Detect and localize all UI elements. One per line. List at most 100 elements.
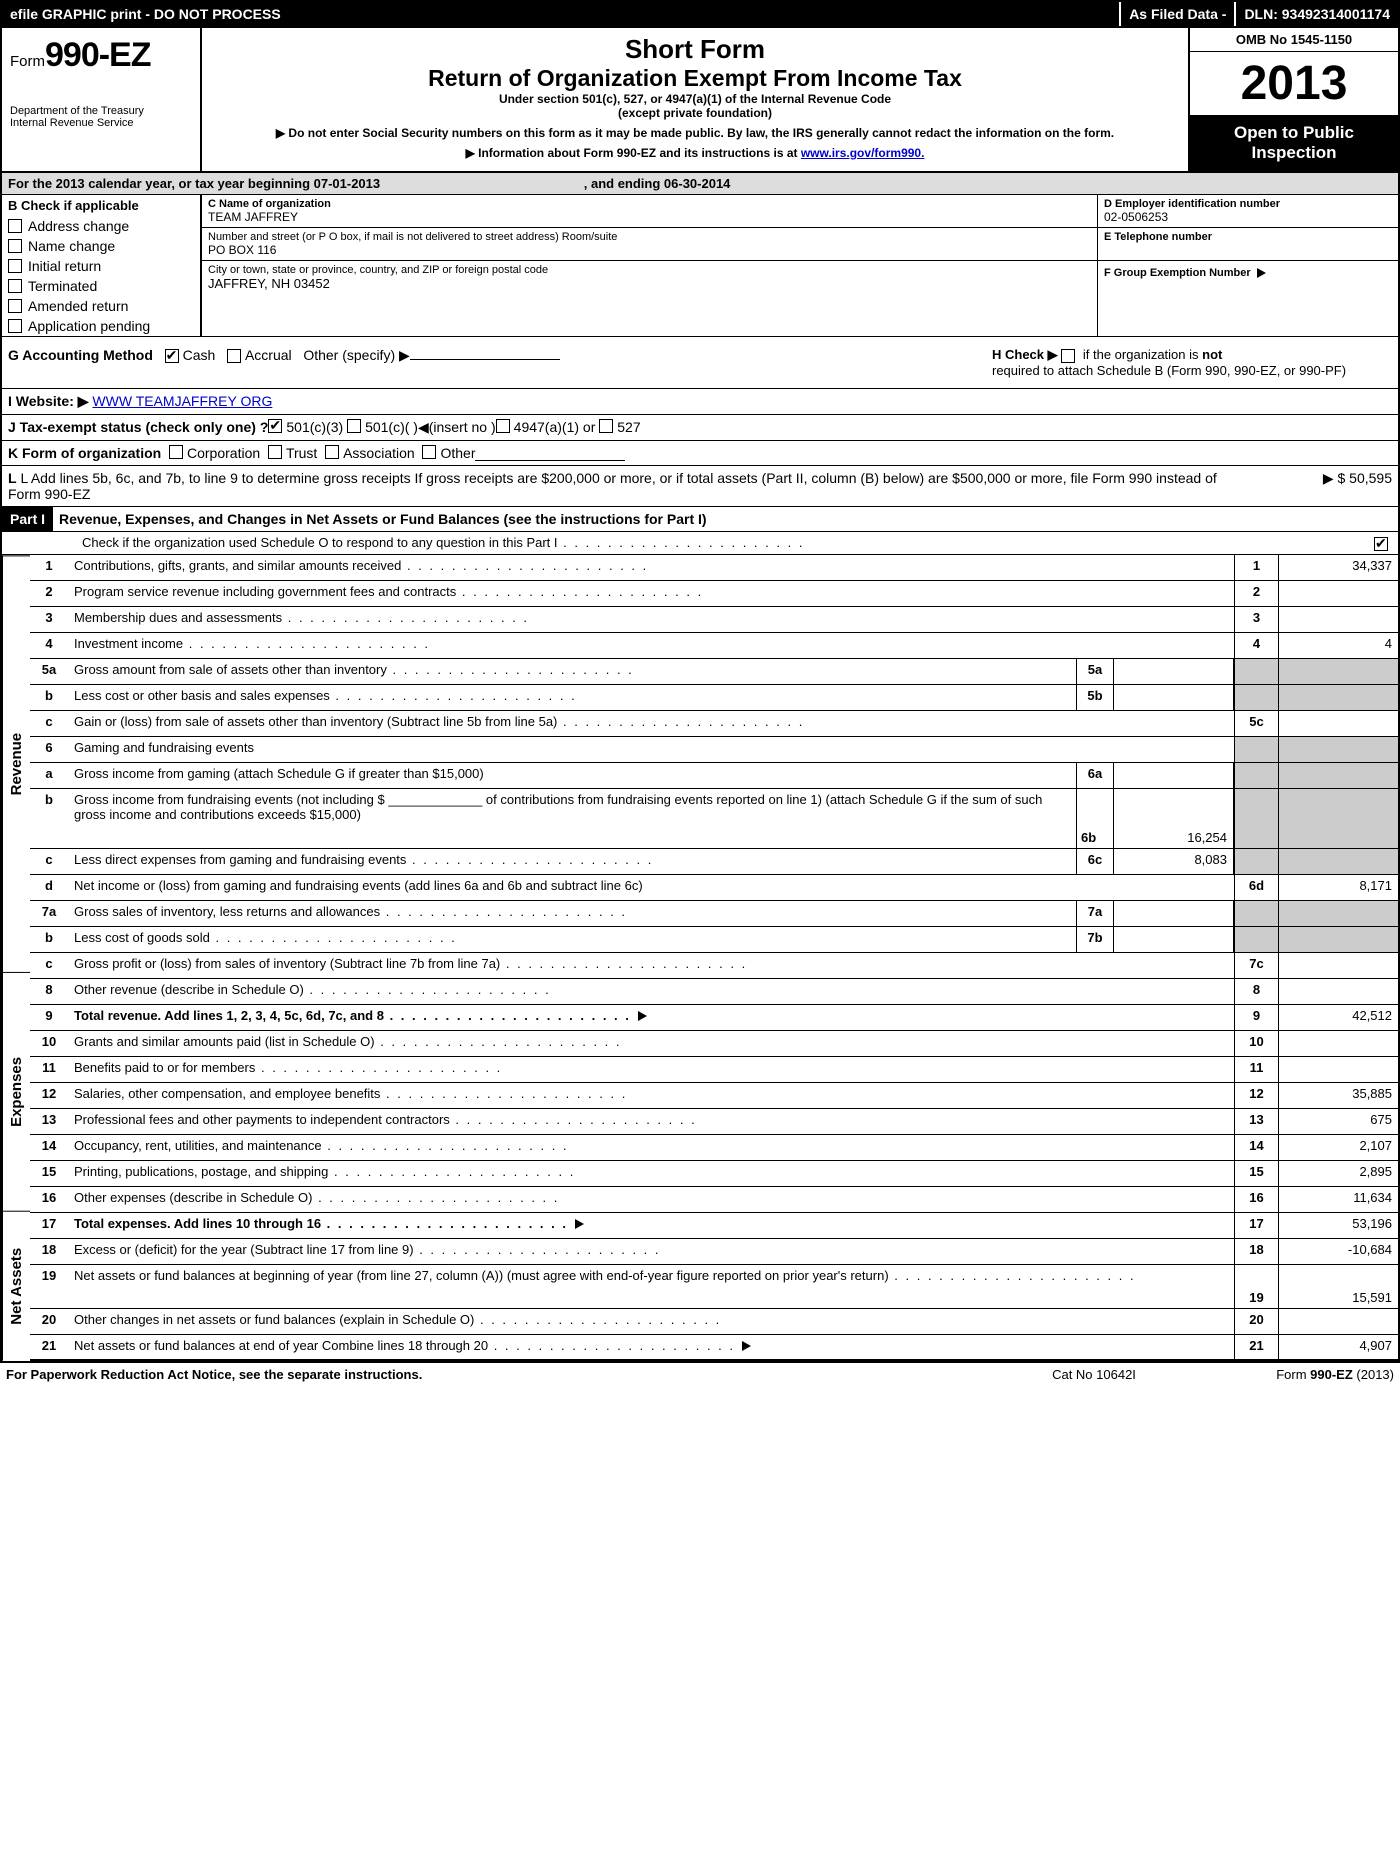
irs-link[interactable]: www.irs.gov/form990.	[801, 146, 925, 160]
k4-label: Other	[440, 445, 475, 461]
checkbox-terminated[interactable]	[8, 279, 22, 293]
other-specify: Other (specify) ▶	[303, 347, 409, 363]
j3-label: 4947(a)(1) or	[514, 419, 596, 436]
city-cell: City or town, state or province, country…	[202, 261, 1097, 294]
info-line: ▶ Information about Form 990-EZ and its …	[212, 146, 1178, 160]
line-16: 16Other expenses (describe in Schedule O…	[30, 1187, 1398, 1213]
org-name-cell: C Name of organization TEAM JAFFREY	[202, 195, 1097, 228]
checkbox-sched-o[interactable]	[1374, 537, 1388, 551]
line-4: 4Investment income 44	[30, 633, 1398, 659]
part1-label: Part I	[2, 507, 53, 531]
subtitle-2: (except private foundation)	[212, 106, 1178, 120]
j2-label: 501(c)( )	[365, 419, 418, 436]
checkbox-address[interactable]	[8, 219, 22, 233]
line-19: 19Net assets or fund balances at beginni…	[30, 1265, 1398, 1309]
checkbox-other[interactable]	[422, 445, 436, 459]
l-text: L Add lines 5b, 6c, and 7b, to line 9 to…	[8, 470, 1217, 502]
line9-desc: Total revenue. Add lines 1, 2, 3, 4, 5c,…	[74, 1008, 631, 1023]
line-13: 13Professional fees and other payments t…	[30, 1109, 1398, 1135]
info-text: ▶ Information about Form 990-EZ and its …	[466, 146, 801, 160]
part1-check-text: Check if the organization used Schedule …	[82, 535, 804, 551]
form-page: efile GRAPHIC print - DO NOT PROCESS As …	[0, 0, 1400, 1363]
line-14: 14Occupancy, rent, utilities, and mainte…	[30, 1135, 1398, 1161]
accrual-label: Accrual	[245, 347, 292, 363]
checkbox-assoc[interactable]	[325, 445, 339, 459]
section-b-checks: B Check if applicable Address change Nam…	[2, 195, 202, 336]
asfiled-label: As Filed Data -	[1119, 2, 1236, 26]
checkbox-527[interactable]	[599, 419, 613, 433]
checkbox-initial[interactable]	[8, 259, 22, 273]
checkbox-501c3[interactable]	[268, 419, 282, 433]
omb-number: OMB No 1545-1150	[1190, 28, 1398, 52]
line-3: 3Membership dues and assessments 3	[30, 607, 1398, 633]
checkbox-cash[interactable]	[165, 349, 179, 363]
j1-label: 501(c)(3)	[286, 419, 343, 436]
k1-label: Corporation	[187, 445, 260, 461]
checkbox-h[interactable]	[1061, 349, 1075, 363]
h-text1: if the organization is	[1083, 347, 1199, 362]
k3-label: Association	[343, 445, 415, 461]
line-6b: bGross income from fundraising events (n…	[30, 789, 1398, 849]
section-k: K Form of organization Corporation Trust…	[2, 441, 1398, 466]
section-a-row: For the 2013 calendar year, or tax year …	[2, 173, 1398, 195]
section-l: L L Add lines 5b, 6c, and 7b, to line 9 …	[2, 466, 1398, 507]
line-8: 8Other revenue (describe in Schedule O) …	[30, 979, 1398, 1005]
tri-icon-9	[638, 1011, 647, 1021]
dln-label: DLN: 93492314001174	[1236, 2, 1398, 26]
checkbox-amended[interactable]	[8, 299, 22, 313]
footer: For Paperwork Reduction Act Notice, see …	[0, 1363, 1400, 1386]
subtitle-1: Under section 501(c), 527, or 4947(a)(1)…	[212, 92, 1178, 106]
check-name: Name change	[2, 236, 200, 256]
line17-desc: Total expenses. Add lines 10 through 16	[74, 1216, 568, 1231]
dept-irs: Internal Revenue Service	[10, 117, 192, 129]
org-name: TEAM JAFFREY	[208, 210, 1091, 224]
section-def: D Employer identification number 02-0506…	[1098, 195, 1398, 336]
org-info-block: B Check if applicable Address change Nam…	[2, 195, 1398, 337]
form-word: Form	[10, 53, 45, 70]
city-value: JAFFREY, NH 03452	[208, 276, 1091, 291]
website-link[interactable]: WWW TEAMJAFFREY ORG	[92, 393, 272, 410]
checkbox-501c[interactable]	[347, 419, 361, 433]
section-h: H Check ▶ if the organization is not req…	[992, 347, 1392, 378]
line-10: 10Grants and similar amounts paid (list …	[30, 1031, 1398, 1057]
tri-icon	[1257, 268, 1266, 278]
checkbox-corp[interactable]	[169, 445, 183, 459]
checkbox-4947[interactable]	[496, 419, 510, 433]
h-label: H Check ▶	[992, 347, 1058, 362]
k-label: K Form of organization	[8, 445, 161, 461]
f-label: F Group Exemption Number	[1104, 267, 1251, 279]
check-terminated: Terminated	[2, 276, 200, 296]
check-if-applicable: Check if applicable	[21, 198, 139, 213]
street-cell: Number and street (or P O box, if mail i…	[202, 228, 1097, 261]
paperwork-notice: For Paperwork Reduction Act Notice, see …	[6, 1367, 994, 1382]
efile-label: efile GRAPHIC print - DO NOT PROCESS	[2, 2, 1119, 26]
d-label: D Employer identification number	[1104, 198, 1392, 210]
line-6c: cLess direct expenses from gaming and fu…	[30, 849, 1398, 875]
section-a: For the 2013 calendar year, or tax year …	[2, 173, 1398, 194]
checkbox-pending[interactable]	[8, 319, 22, 333]
checkbox-name[interactable]	[8, 239, 22, 253]
lines-column: 1Contributions, gifts, grants, and simil…	[30, 555, 1398, 1361]
line-17: 17Total expenses. Add lines 10 through 1…	[30, 1213, 1398, 1239]
tri-icon-17	[575, 1219, 584, 1229]
section-j: J Tax-exempt status (check only one) ? 5…	[2, 415, 1398, 441]
main-lines-grid: Revenue Expenses Net Assets 1Contributio…	[2, 555, 1398, 1361]
top-black-header: efile GRAPHIC print - DO NOT PROCESS As …	[2, 2, 1398, 28]
line-7b: bLess cost of goods sold 7b	[30, 927, 1398, 953]
tax-year: 2013	[1190, 52, 1398, 115]
line-11: 11Benefits paid to or for members 11	[30, 1057, 1398, 1083]
check-amended: Amended return	[2, 296, 200, 316]
right-title-block: OMB No 1545-1150 2013 Open to Public Ins…	[1188, 28, 1398, 171]
line-9: 9Total revenue. Add lines 1, 2, 3, 4, 5c…	[30, 1005, 1398, 1031]
section-b-label: B Check if applicable	[2, 195, 200, 216]
part1-check-row: Check if the organization used Schedule …	[2, 532, 1398, 555]
h-text2: required to attach Schedule B (Form 990,…	[992, 363, 1346, 378]
ein-value: 02-0506253	[1104, 210, 1392, 224]
k-underline	[475, 445, 625, 461]
checkbox-trust[interactable]	[268, 445, 282, 459]
line-7c: cGross profit or (loss) from sales of in…	[30, 953, 1398, 979]
checkbox-accrual[interactable]	[227, 349, 241, 363]
l-text-wrap: L L Add lines 5b, 6c, and 7b, to line 9 …	[8, 470, 1242, 502]
j2b-label: ◀(insert no )	[418, 419, 496, 436]
section-a-text2: , and ending 06-30-2014	[584, 176, 731, 191]
